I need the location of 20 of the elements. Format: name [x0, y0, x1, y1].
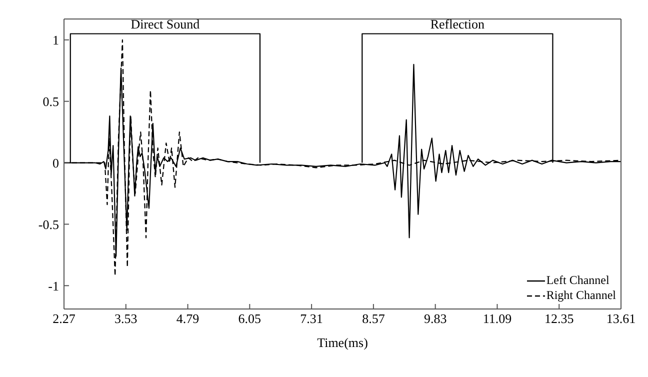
y-tick-label: 1 [52, 32, 59, 48]
legend-label: Left Channel [546, 273, 610, 288]
y-tick-label: -0.5 [38, 216, 59, 232]
series-label: Direct Sound [130, 16, 200, 32]
x-tick-label: 13.61 [606, 311, 636, 326]
x-axis-title: Time(ms) [317, 335, 368, 350]
x-tick-label: 7.31 [300, 311, 323, 326]
x-tick-label: 6.05 [238, 311, 262, 326]
x-tick-label: 3.53 [114, 311, 138, 326]
y-tick-label: -1 [48, 278, 59, 294]
x-tick-label: 11.09 [482, 311, 512, 326]
y-tick-label: 0.5 [42, 94, 59, 109]
legend-label: Right Channel [546, 288, 616, 303]
x-tick-label: 8.57 [362, 311, 386, 326]
x-tick-label: 4.79 [176, 311, 200, 326]
x-tick-label: 9.83 [424, 311, 447, 326]
y-tick-label: 0 [52, 155, 59, 170]
x-tick-label: 12.35 [544, 311, 574, 326]
x-tick-label: 2.27 [52, 311, 76, 326]
series-label: Reflection [430, 16, 486, 32]
